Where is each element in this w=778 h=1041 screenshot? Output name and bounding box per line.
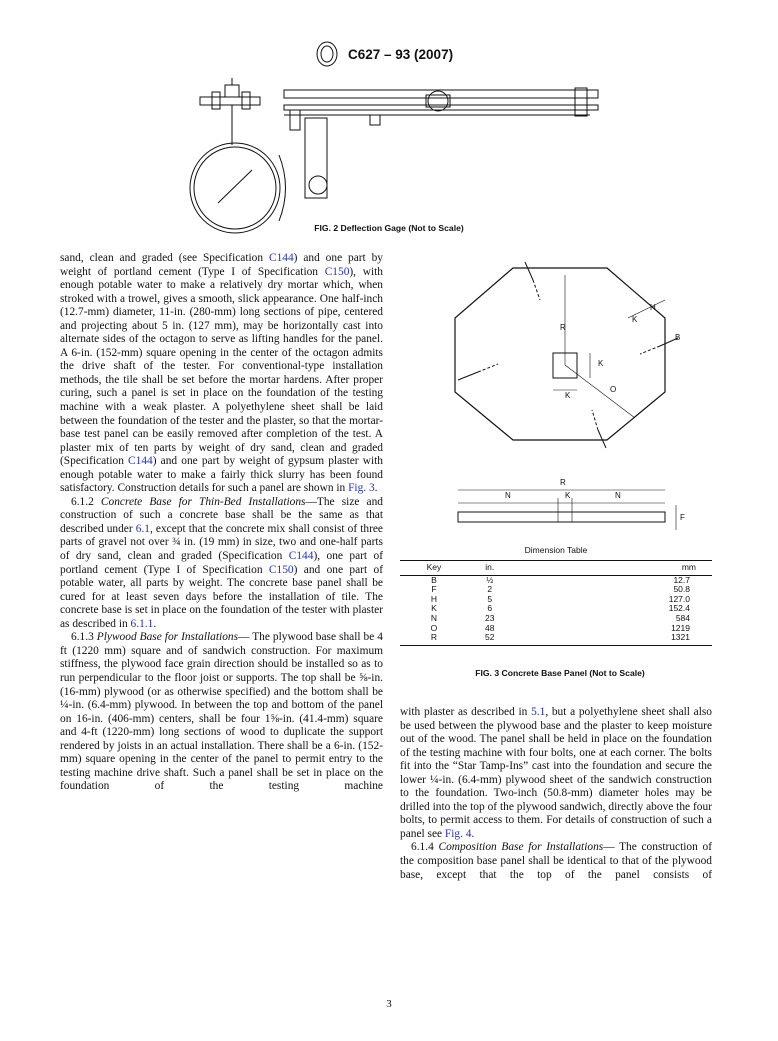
figures: C627 – 93 (2007) FIG. 2 Deflection Gage … bbox=[189, 41, 685, 678]
table-row: O 48 1219 bbox=[400, 622, 712, 634]
link[interactable]: C144 bbox=[128, 455, 153, 468]
column-header: Key bbox=[426, 562, 442, 572]
text: ) and one part by weight of gypsum plast… bbox=[60, 455, 383, 495]
text: ), with enough potable water to make a r… bbox=[60, 265, 383, 468]
italic-heading: Composition Base for Installations bbox=[438, 841, 604, 854]
text: with plaster as described in bbox=[400, 706, 532, 718]
table-cell: O bbox=[430, 622, 438, 633]
figure-label: N bbox=[505, 491, 511, 500]
figure-label: N bbox=[615, 491, 621, 500]
figure-caption: FIG. 2 Deflection Gage (Not to Scale) bbox=[314, 223, 464, 233]
figure-label: K bbox=[565, 391, 571, 400]
table-header: Key in. mm bbox=[400, 560, 712, 576]
text: ) and one part of potable water, all par… bbox=[60, 563, 383, 630]
text: . bbox=[471, 827, 475, 840]
link[interactable]: 6.1.1 bbox=[130, 617, 154, 630]
link[interactable]: Fig. 4 bbox=[444, 827, 472, 840]
figure-label: K bbox=[632, 315, 638, 324]
table-body: B ½ 12.7 F 2 50.8 H 5 127.0 K 6 152.4 N 23 584 O 48 1219 R… bbox=[400, 575, 712, 643]
table-cell: R bbox=[430, 632, 437, 643]
table-cell: 52 bbox=[485, 632, 495, 643]
table-cell: 23 bbox=[485, 612, 495, 623]
paragraph: 6.1.4 Composition Base for Installations… bbox=[400, 841, 712, 882]
table-cell: H bbox=[430, 593, 437, 604]
figure-label: O bbox=[610, 385, 616, 394]
table-cell: 584 bbox=[675, 612, 690, 623]
table-cell: ½ bbox=[486, 574, 494, 585]
astm-logo bbox=[316, 41, 338, 67]
designation: C627 – 93 (2007) bbox=[348, 47, 453, 62]
table-cell: 1219 bbox=[671, 622, 690, 633]
table-cell: 152.4 bbox=[668, 603, 690, 614]
figure-label: F bbox=[680, 513, 685, 522]
right-column: with plaster as described in 5.1, but a … bbox=[400, 706, 712, 882]
text: ), one part of portland cement (Type I o… bbox=[60, 550, 384, 576]
text: — The construction of the composition ba… bbox=[400, 841, 712, 881]
table-row: H 5 127.0 bbox=[400, 593, 712, 605]
column-header: mm bbox=[681, 562, 696, 572]
table-cell: 127.0 bbox=[668, 593, 690, 604]
link[interactable]: 5.1 bbox=[531, 706, 546, 718]
text: ) and one part by weight of portland cem… bbox=[60, 252, 383, 278]
table-cell: N bbox=[430, 612, 437, 623]
table-title: Dimension Table bbox=[524, 545, 588, 555]
paragraph: 6.1.2 Concrete Base for Thin-Bed Install… bbox=[60, 496, 383, 631]
table-cell: K bbox=[431, 603, 437, 614]
paragraph: 6.1.3 Plywood Base for Installations— Th… bbox=[60, 631, 383, 794]
figure-caption: FIG. 3 Concrete Base Panel (Not to Scale… bbox=[475, 668, 645, 678]
link[interactable]: C150 bbox=[268, 563, 294, 576]
figure-label: B bbox=[675, 333, 680, 342]
table-cell: 50.8 bbox=[673, 584, 690, 595]
table-cell: F bbox=[431, 584, 437, 595]
table-row: B ½ 12.7 bbox=[400, 575, 712, 585]
text: 6.1.3 bbox=[71, 631, 97, 644]
text: 6.1.4 bbox=[411, 841, 439, 854]
text: . bbox=[374, 482, 378, 495]
table-rule bbox=[400, 644, 712, 646]
table: Key in. mm B ½ 12.7 F 2 50.8 H 5 127.0 K 6 152.4 N 23 584… bbox=[400, 560, 712, 643]
figure-label: K bbox=[598, 359, 604, 368]
table-cell: 6 bbox=[487, 603, 493, 614]
link[interactable]: C144 bbox=[288, 550, 314, 563]
paragraph: sand, clean and graded (see Specificatio… bbox=[60, 252, 383, 496]
text: —The size and construction of such a con… bbox=[60, 495, 383, 535]
table-cell: 2 bbox=[487, 584, 493, 595]
table-row: K 6 152.4 bbox=[400, 604, 712, 614]
table-cell: 48 bbox=[485, 622, 495, 633]
page-number: 3 bbox=[386, 998, 392, 1010]
text: sand, clean and graded (see Specificatio… bbox=[60, 252, 269, 264]
figure-label: H bbox=[650, 303, 656, 312]
paragraph: with plaster as described in 5.1, but a … bbox=[400, 706, 712, 841]
dimension-table: Dimension Table Key in. mm B ½ 12.7 F 2 50.8 H 5 12… bbox=[400, 545, 712, 646]
figure-label: K bbox=[565, 491, 571, 500]
table-row: F 2 50.8 bbox=[400, 585, 712, 595]
table-row: N 23 584 bbox=[400, 612, 712, 624]
figure-label: R bbox=[560, 323, 566, 332]
table-cell: B bbox=[431, 574, 437, 585]
italic-heading: Concrete Base for Thin-Bed Installations bbox=[100, 495, 306, 508]
column-header: in. bbox=[485, 562, 495, 572]
link[interactable]: C144 bbox=[268, 252, 294, 264]
table-row: R 52 1321 bbox=[400, 633, 712, 643]
link[interactable]: C150 bbox=[324, 265, 350, 278]
text: 6.1.2 bbox=[71, 495, 101, 508]
link[interactable]: Fig. 3 bbox=[348, 482, 375, 495]
text: , but a polyethylene sheet shall also be… bbox=[400, 706, 713, 840]
left-column: sand, clean and graded (see Specificatio… bbox=[60, 252, 383, 794]
link[interactable]: 6.1 bbox=[135, 522, 150, 535]
figure-label: R bbox=[560, 478, 566, 487]
table-cell: 5 bbox=[487, 593, 493, 604]
italic-heading: Plywood Base for Installations bbox=[96, 631, 239, 644]
text: . bbox=[153, 617, 157, 630]
deflection-gage-drawing bbox=[189, 78, 599, 234]
text: , except that the concrete mix shall con… bbox=[60, 522, 383, 563]
text: — The plywood base shall be 4 ft (1220 m… bbox=[60, 631, 383, 793]
table-cell: 1321 bbox=[671, 632, 690, 643]
table-cell: 12.7 bbox=[673, 574, 690, 585]
